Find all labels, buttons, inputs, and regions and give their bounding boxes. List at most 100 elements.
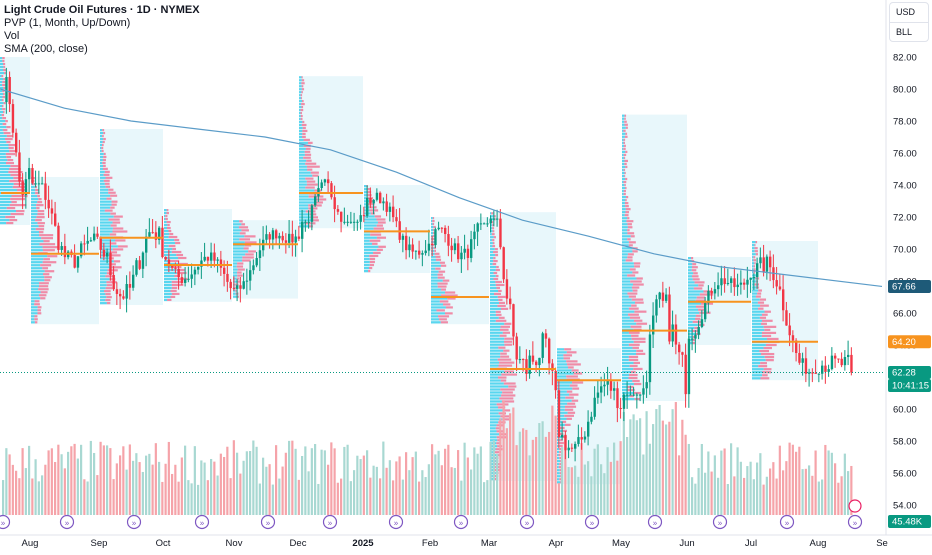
profile-row-down: [498, 412, 506, 415]
profile-row-down: [435, 258, 442, 261]
profile-row-down: [627, 256, 633, 259]
profile-row-down: [627, 217, 630, 220]
unit-label[interactable]: BLL: [896, 27, 913, 37]
profile-row-down: [103, 131, 106, 135]
profile-row-up: [557, 405, 565, 408]
candle-body: [814, 372, 817, 374]
volume-bar: [596, 444, 599, 515]
candle-body: [704, 303, 707, 320]
profile-row-down: [304, 153, 312, 156]
profile-row-down: [630, 370, 636, 374]
volume-bar: [177, 481, 180, 515]
profile-row-down: [493, 236, 496, 239]
profile-row-up: [0, 150, 10, 153]
candle-body: [733, 278, 736, 288]
unit-selector[interactable]: USD BLL: [889, 2, 929, 42]
candle-body: [453, 243, 457, 251]
candle-body: [187, 278, 190, 280]
profile-row-up: [233, 292, 236, 295]
profile-row-down: [632, 283, 644, 286]
profile-row-up: [622, 268, 630, 271]
candle-body: [489, 218, 492, 224]
profile-row-down: [432, 219, 435, 223]
profile-row-down: [628, 241, 636, 244]
candle-body: [86, 240, 89, 244]
profile-row-up: [490, 469, 494, 472]
profile-row-up: [299, 91, 302, 94]
volume-bar: [603, 473, 606, 515]
profile-row-up: [233, 271, 238, 274]
candle-body: [665, 294, 668, 301]
candle-body: [492, 218, 496, 220]
profile-row-down: [369, 200, 375, 203]
volume-bar: [616, 460, 619, 515]
profile-row-up: [557, 411, 568, 414]
profile-row-down: [3, 87, 6, 90]
profile-row-down: [566, 417, 572, 420]
profile-row-up: [752, 337, 767, 341]
profile-row-down: [3, 78, 6, 81]
profile-row-up: [0, 117, 3, 120]
volume-bar: [164, 463, 167, 515]
profile-row-up: [100, 293, 106, 296]
profile-row-up: [490, 421, 499, 424]
profile-row-down: [112, 248, 124, 251]
volume-bar: [2, 480, 5, 515]
profile-row-down: [300, 114, 303, 118]
profile-row-up: [622, 150, 626, 153]
volume-bar: [239, 473, 242, 515]
profile-row-up: [431, 270, 439, 273]
volume-bar: [336, 482, 339, 515]
profile-row-down: [566, 360, 578, 363]
profile-row-down: [495, 283, 505, 287]
profile-row-up: [0, 147, 9, 150]
volume-bar: [174, 464, 177, 515]
profile-row-up: [431, 306, 446, 309]
profile-row-down: [496, 286, 501, 290]
profile-row-up: [0, 144, 9, 147]
profile-row-up: [431, 225, 434, 229]
candle-body: [642, 388, 645, 395]
profile-row-down: [102, 164, 106, 167]
profile-row-down: [765, 343, 777, 347]
profile-row-down: [692, 341, 696, 345]
profile-row-down: [2, 108, 6, 111]
profile-row-down: [36, 207, 40, 210]
candle-body: [593, 397, 596, 417]
profile-row-down: [105, 185, 111, 188]
profile-row-up: [100, 161, 103, 164]
profile-row-down: [437, 285, 447, 288]
profile-row-up: [622, 232, 628, 235]
profile-row-down: [626, 220, 634, 223]
profile-row-up: [164, 286, 172, 290]
candle-body: [265, 234, 268, 240]
profile-row-up: [299, 123, 302, 127]
profile-row-up: [100, 296, 107, 299]
candle-body: [291, 233, 294, 243]
candle-body: [674, 324, 678, 345]
profile-row-up: [752, 304, 761, 307]
profile-row-down: [564, 414, 574, 417]
profile-row-down: [7, 159, 14, 162]
volume-bar: [522, 428, 525, 515]
profile-row-down: [760, 322, 767, 325]
profile-row-down: [760, 352, 775, 356]
profile-row-up: [100, 143, 103, 147]
candle-body: [551, 363, 554, 371]
profile-row-up: [0, 198, 11, 201]
profile-row-up: [364, 260, 370, 264]
volume-bar: [249, 451, 252, 515]
profile-row-down: [310, 216, 319, 219]
profile-row-up: [622, 370, 631, 374]
profile-row-down: [106, 197, 112, 200]
currency-label[interactable]: USD: [890, 3, 928, 23]
volume-bar: [125, 469, 128, 515]
event-marker-glyph: »: [718, 519, 723, 528]
candle-body: [548, 338, 551, 364]
candle-body: [609, 380, 613, 391]
profile-row-up: [622, 147, 624, 150]
profile-row-up: [622, 235, 631, 238]
profile-row-up: [557, 354, 564, 357]
